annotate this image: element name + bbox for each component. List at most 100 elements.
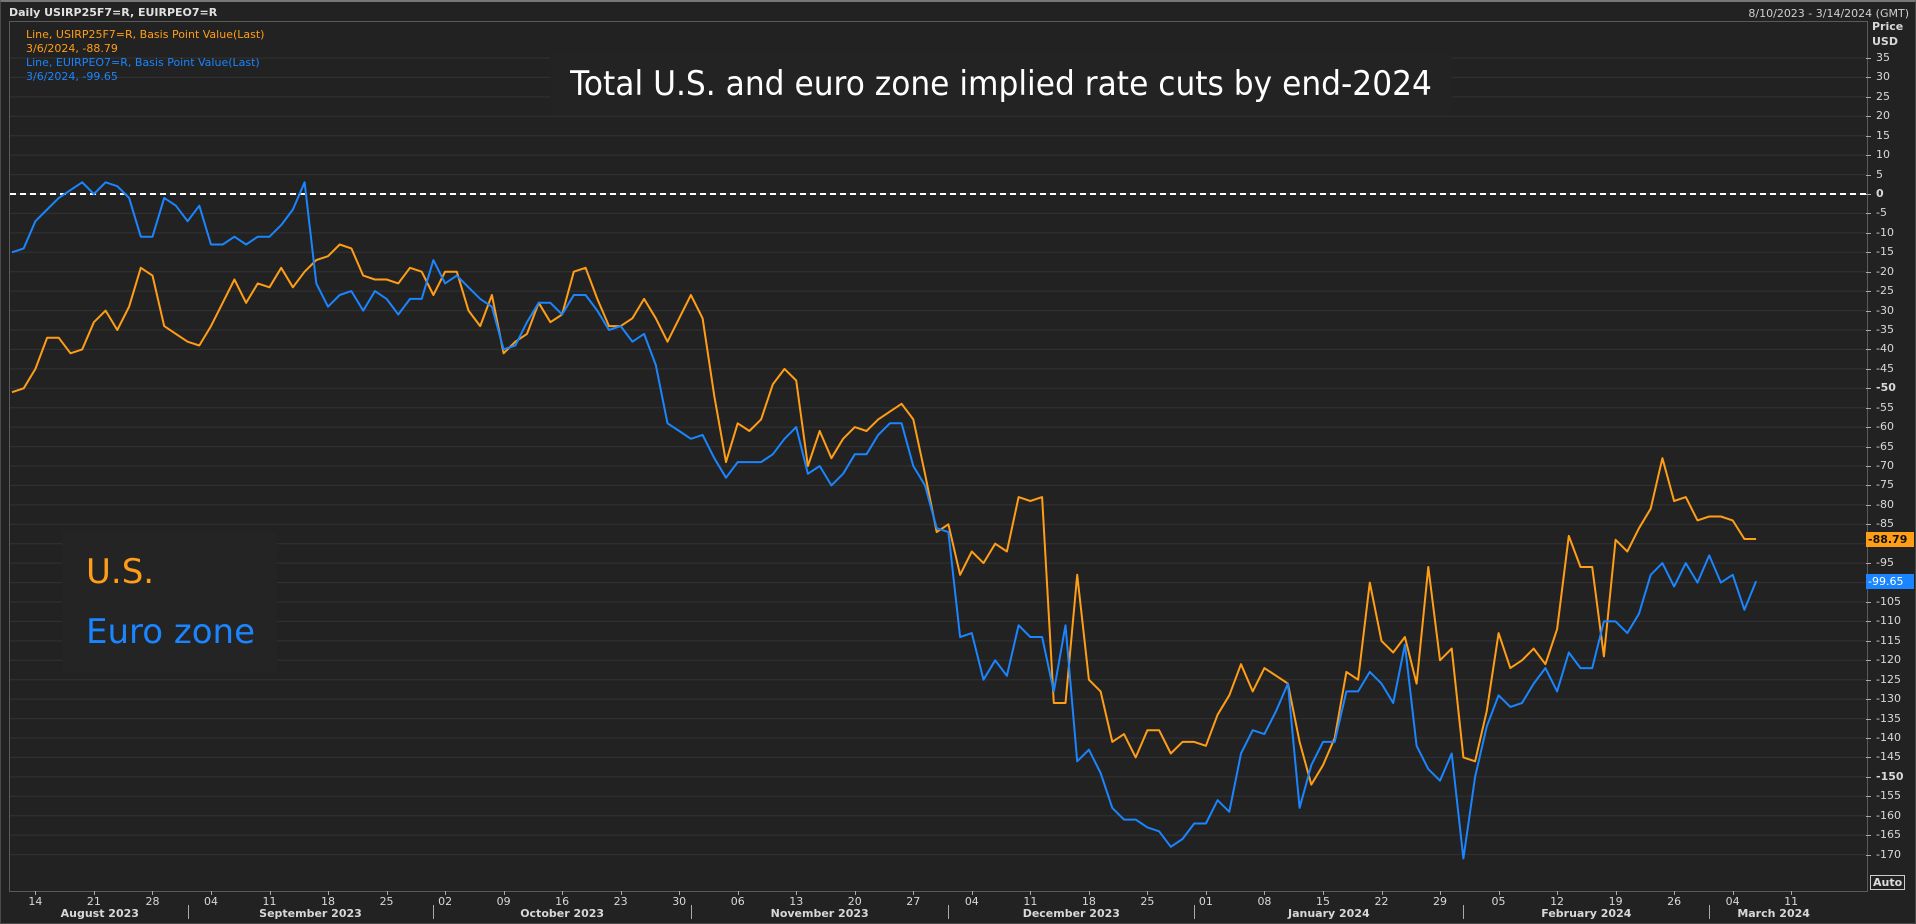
y-tick-mark [1866,641,1871,642]
y-tick-label: 15 [1876,129,1890,142]
y-tick-label: -70 [1876,459,1894,472]
y-tick-mark [1866,621,1871,622]
y-tick-mark [1866,155,1871,156]
x-month-label: November 2023 [771,907,869,920]
y-tick-label: 20 [1876,109,1890,122]
y-tick-mark [1866,77,1871,78]
y-tick-label: -35 [1876,323,1894,336]
y-tick-label: -80 [1876,498,1894,511]
month-separator [1463,905,1464,919]
y-tick-label: 5 [1876,168,1883,181]
y-tick-label: -95 [1876,556,1894,569]
x-tick-label: 27 [906,895,920,908]
y-tick-label: -75 [1876,478,1894,491]
x-tick-label: 29 [1433,895,1447,908]
x-tick-label: 01 [1199,895,1213,908]
x-month-label: October 2023 [520,907,604,920]
y-tick-label: -145 [1876,750,1901,763]
y-tick-label: 35 [1876,51,1890,64]
y-tick-label: -155 [1876,789,1901,802]
x-month-label: March 2024 [1737,907,1810,920]
y-tick-mark [1866,699,1871,700]
y-tick-label: -170 [1876,848,1901,861]
us-last-value-tag: -88.79 [1866,532,1914,547]
y-tick-mark [1866,485,1871,486]
y-tick-mark [1866,505,1871,506]
y-tick-mark [1866,466,1871,467]
y-tick-mark [1866,136,1871,137]
y-tick-mark [1866,97,1871,98]
y-tick-label: -130 [1876,692,1901,705]
y-tick-mark [1866,194,1871,195]
y-tick-label: -15 [1876,245,1894,258]
y-tick-mark [1866,680,1871,681]
y-tick-label: -60 [1876,420,1894,433]
y-tick-mark [1866,291,1871,292]
y-tick-label: -115 [1876,634,1901,647]
y-tick-mark [1866,330,1871,331]
y-tick-label: -30 [1876,304,1894,317]
x-tick-label: 06 [731,895,745,908]
x-month-label: September 2023 [259,907,362,920]
month-separator [188,905,189,919]
x-month-label: December 2023 [1023,907,1120,920]
y-tick-label: 10 [1876,148,1890,161]
y-tick-label: 0 [1876,187,1884,200]
y-tick-label: 25 [1876,90,1890,103]
y-tick-mark [1866,777,1871,778]
x-tick-label: 25 [1140,895,1154,908]
month-separator [433,905,434,919]
y-tick-label: -50 [1876,381,1896,394]
x-tick-label: 30 [672,895,686,908]
y-tick-label: -10 [1876,226,1894,239]
x-tick-label: 08 [1257,895,1271,908]
y-tick-mark [1866,311,1871,312]
y-tick-mark [1866,835,1871,836]
y-tick-mark [1866,563,1871,564]
y-tick-label: -150 [1876,770,1904,783]
month-separator [691,905,692,919]
axis-title-price: Price [1872,20,1903,33]
y-tick-mark [1866,408,1871,409]
auto-scale-button[interactable]: Auto [1870,875,1905,890]
x-tick-label: 05 [1492,895,1506,908]
y-tick-mark [1866,660,1871,661]
series-info-legend: Line, USIRP25F7=R, Basis Point Value(Las… [26,28,264,84]
x-month-label: August 2023 [61,907,139,920]
x-tick-label: 09 [497,895,511,908]
y-tick-mark [1866,58,1871,59]
y-tick-label: -120 [1876,653,1901,666]
y-tick-mark [1866,116,1871,117]
y-tick-mark [1866,175,1871,176]
x-tick-label: 23 [614,895,628,908]
y-tick-mark [1866,369,1871,370]
y-tick-label: -55 [1876,401,1894,414]
x-tick-label: 25 [380,895,394,908]
y-tick-mark [1866,388,1871,389]
month-separator [948,905,949,919]
y-tick-label: -40 [1876,342,1894,355]
y-tick-mark [1866,447,1871,448]
y-tick-label: -65 [1876,440,1894,453]
y-tick-label: -135 [1876,712,1901,725]
y-tick-label: -25 [1876,284,1894,297]
legend-us: U.S. [86,552,154,592]
y-tick-mark [1866,816,1871,817]
y-tick-mark [1866,738,1871,739]
month-separator [1194,905,1195,919]
y-tick-mark [1866,349,1871,350]
eu-series-label: Line, EUIRPEO7=R, Basis Point Value(Last… [26,56,264,70]
month-separator [1709,905,1710,919]
x-month-label: February 2024 [1541,907,1631,920]
y-tick-label: -5 [1876,206,1887,219]
y-tick-mark [1866,524,1871,525]
y-tick-mark [1866,855,1871,856]
y-tick-mark [1866,757,1871,758]
legend-box: U.S. Euro zone [62,532,277,672]
x-tick-label: 14 [28,895,42,908]
x-tick-label: 22 [1375,895,1389,908]
x-tick-label: 02 [438,895,452,908]
us-series-label: Line, USIRP25F7=R, Basis Point Value(Las… [26,28,264,42]
y-tick-label: -85 [1876,517,1894,530]
eu-last-value-tag: -99.65 [1866,574,1914,589]
